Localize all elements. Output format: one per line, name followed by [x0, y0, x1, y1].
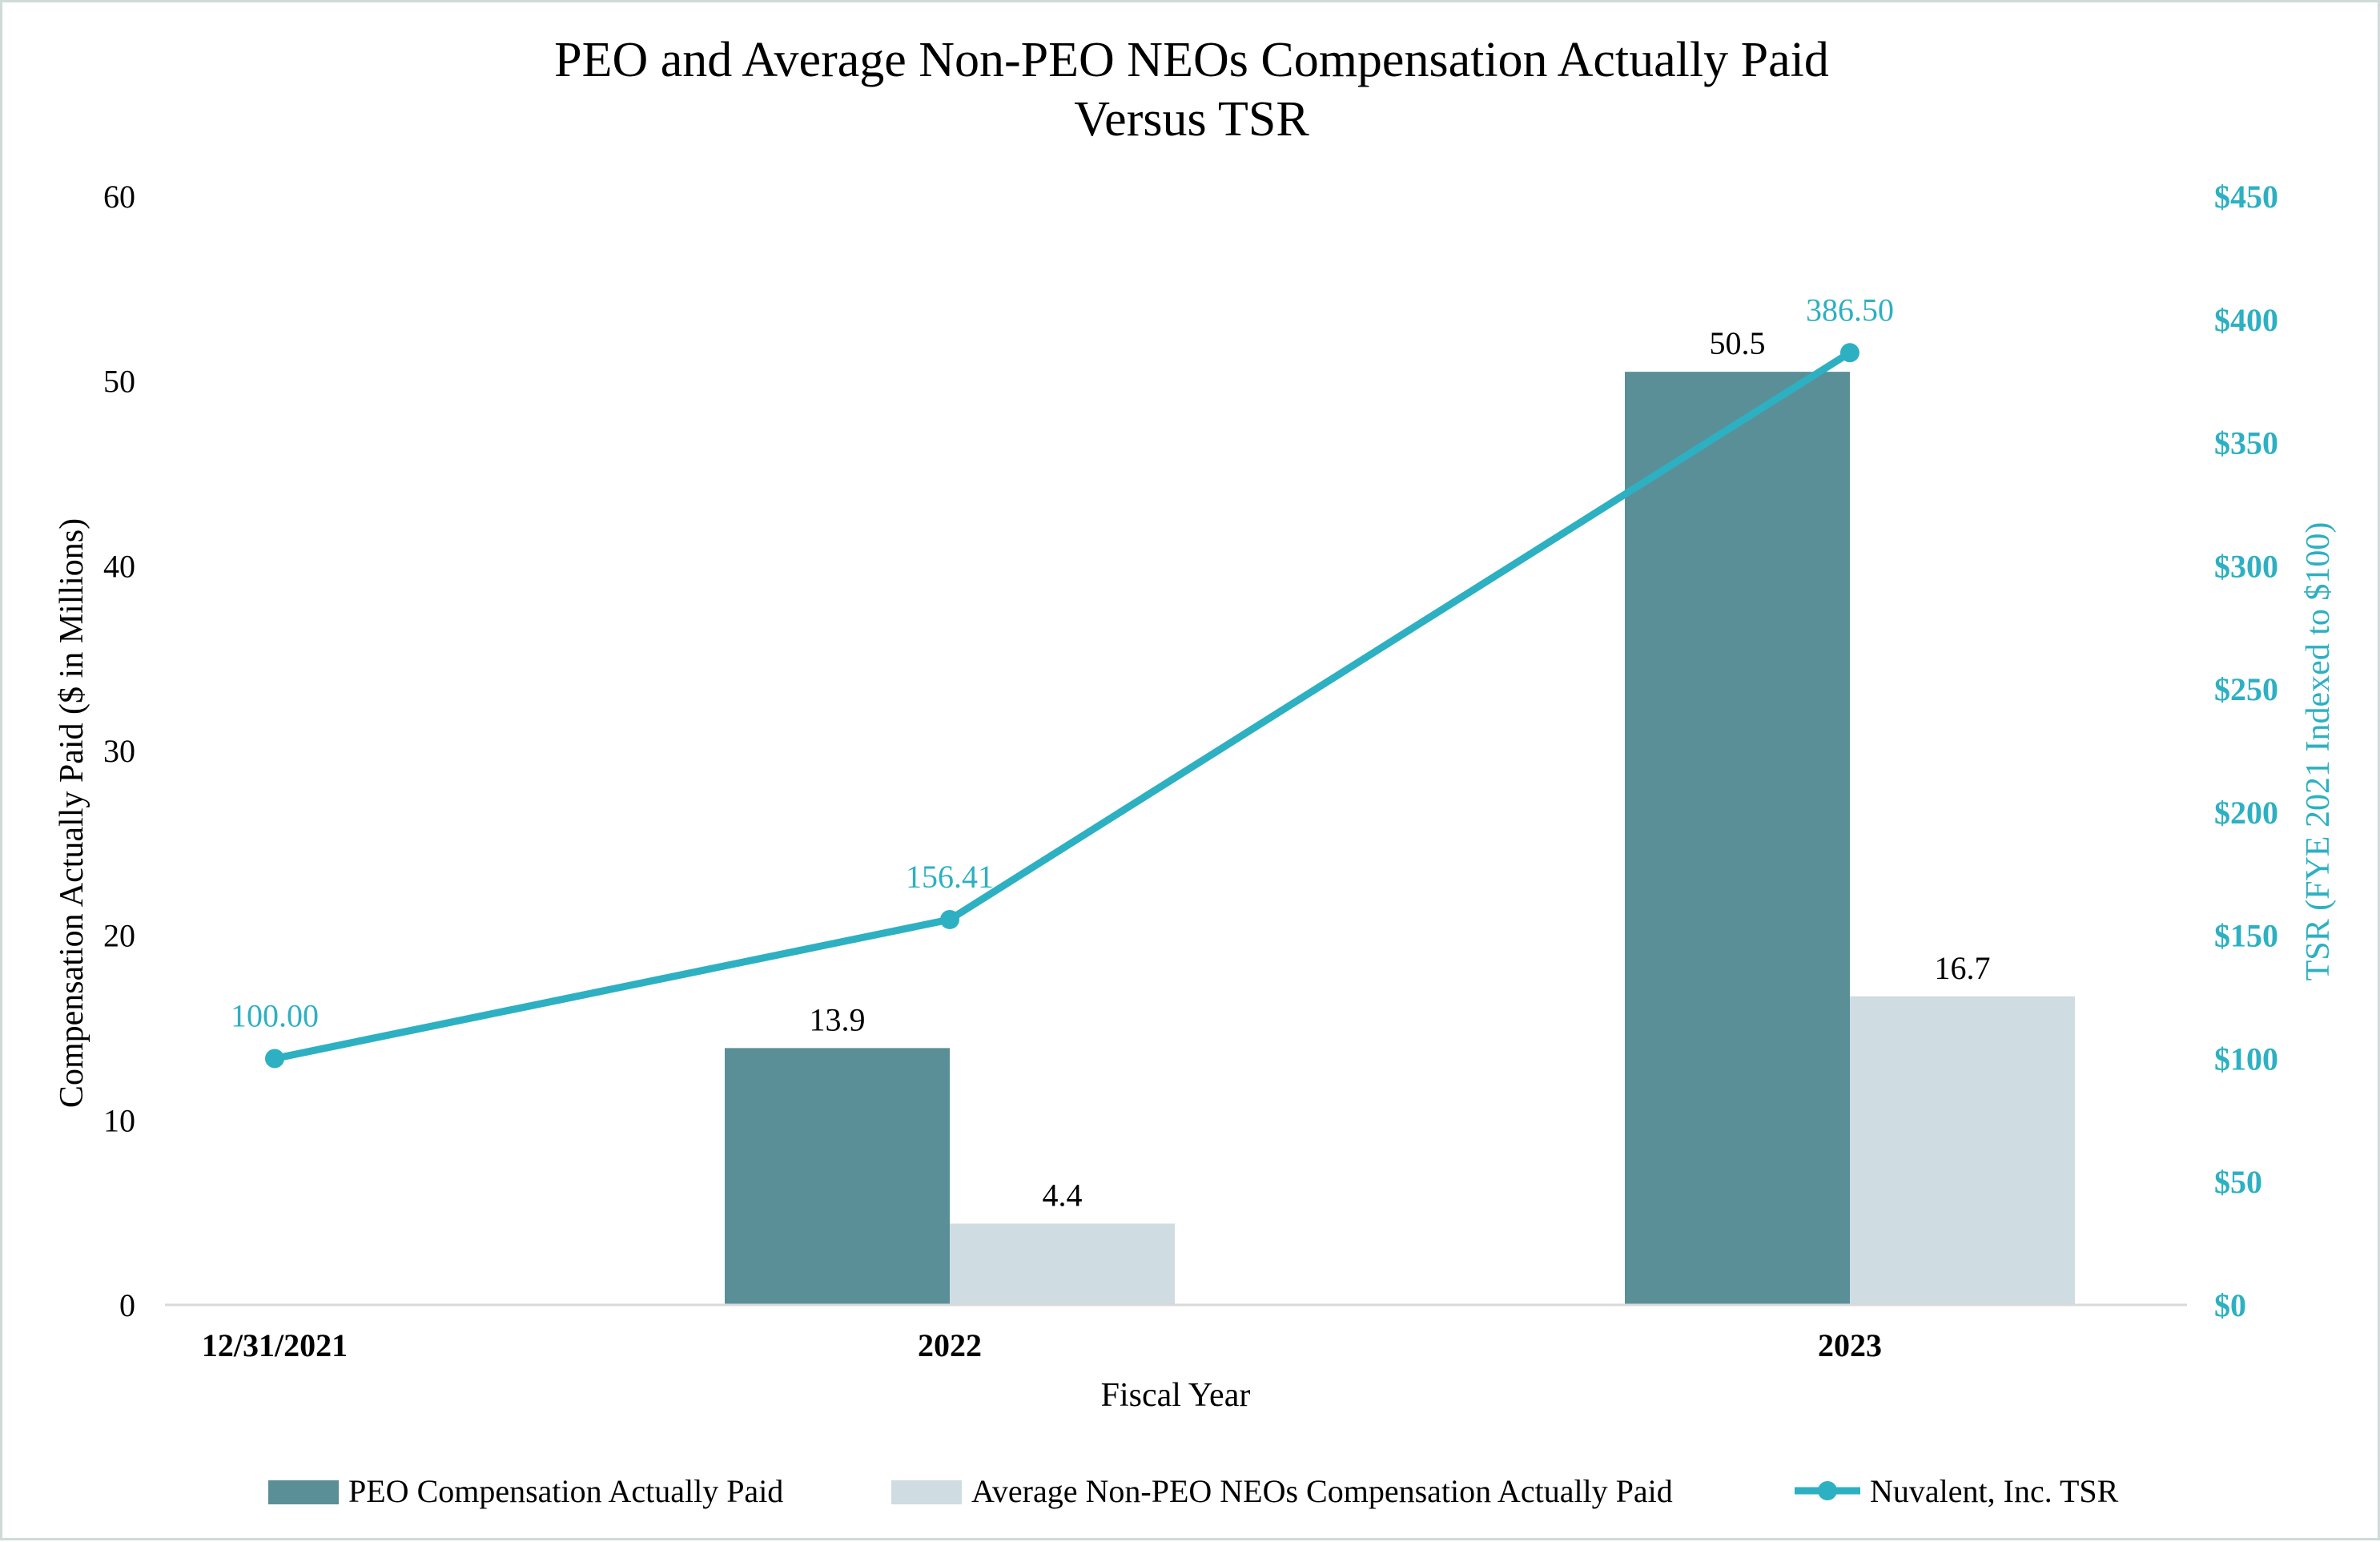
tsr-point — [265, 1049, 284, 1069]
right-tick-label: $50 — [2214, 1164, 2262, 1200]
left-tick-label: 30 — [103, 733, 135, 769]
left-tick-label: 20 — [103, 918, 135, 954]
right-tick-label: $450 — [2214, 179, 2278, 215]
bar-peo — [1625, 372, 1850, 1306]
legend-swatch-non-peo — [891, 1480, 962, 1504]
chart-title-line-1: PEO and Average Non-PEO NEOs Compensatio… — [554, 33, 1829, 87]
data-label-tsr: 100.00 — [231, 997, 319, 1033]
legend-label-non-peo: Average Non-PEO NEOs Compensation Actual… — [971, 1473, 1673, 1509]
category-labels: 12/31/2021 2022 2023 — [202, 1327, 1882, 1363]
right-tick-label: $300 — [2214, 548, 2278, 584]
left-tick-label: 10 — [103, 1102, 135, 1138]
legend: PEO Compensation Actually Paid Average N… — [268, 1473, 2119, 1509]
right-tick-labels: $0 $50 $100 $150 $200 $250 $300 $350 $400 $450 — [2214, 179, 2278, 1323]
data-label-tsr: 386.50 — [1806, 292, 1894, 328]
data-label-non-peo: 16.7 — [1935, 950, 1991, 986]
y-axis-label: Compensation Actually Paid ($ in Million… — [54, 518, 90, 1108]
legend-label-tsr: Nuvalent, Inc. TSR — [1870, 1473, 2119, 1509]
category-label: 2023 — [1818, 1327, 1882, 1363]
left-tick-label: 60 — [103, 179, 135, 215]
right-tick-label: $350 — [2214, 425, 2278, 461]
right-tick-label: $400 — [2214, 302, 2278, 338]
right-tick-label: $250 — [2214, 671, 2278, 707]
right-tick-label: $200 — [2214, 795, 2278, 831]
legend-swatch-peo — [268, 1480, 339, 1504]
left-tick-label: 40 — [103, 548, 135, 584]
right-tick-label: $100 — [2214, 1041, 2278, 1077]
right-tick-label: $150 — [2214, 918, 2278, 954]
data-label-tsr: 156.41 — [906, 859, 994, 895]
chart-title-line-2: Versus TSR — [1074, 92, 1309, 147]
bar-non-peo — [950, 1223, 1175, 1305]
category-label: 2022 — [918, 1327, 982, 1363]
tsr-line-series — [265, 343, 1859, 1069]
data-label-peo: 13.9 — [810, 1001, 866, 1037]
tsr-point — [1840, 343, 1859, 363]
tsr-point — [940, 909, 959, 929]
x-axis-label: Fiscal Year — [1101, 1377, 1251, 1414]
bar-peo — [725, 1048, 950, 1305]
y2-axis-label: TSR (FYE 2021 Indexed to $100) — [2300, 522, 2337, 981]
legend-label-peo: PEO Compensation Actually Paid — [348, 1473, 783, 1509]
bars — [725, 372, 2075, 1306]
left-tick-label: 50 — [103, 364, 135, 400]
bar-non-peo — [1850, 996, 2075, 1305]
data-labels: 13.9 4.4 50.5 16.7 100.00 156.41 386.50 — [231, 292, 1991, 1213]
legend-marker-tsr — [1818, 1481, 1837, 1500]
right-tick-label: $0 — [2214, 1287, 2246, 1323]
left-tick-label: 0 — [119, 1287, 135, 1323]
category-label: 12/31/2021 — [202, 1327, 348, 1363]
data-label-peo: 50.5 — [1710, 325, 1766, 361]
tsr-line — [274, 349, 1852, 1062]
left-tick-labels: 0 10 20 30 40 50 60 — [103, 179, 135, 1323]
data-label-non-peo: 4.4 — [1043, 1178, 1083, 1214]
